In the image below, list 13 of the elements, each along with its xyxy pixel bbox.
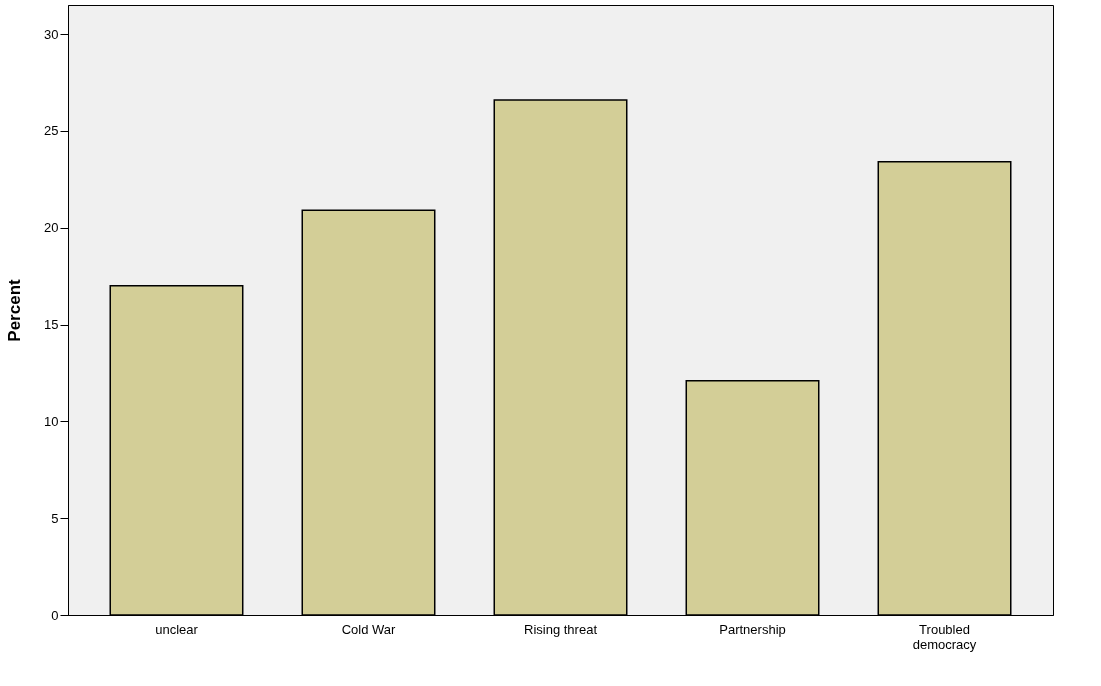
x-tick-label: Partnership	[719, 621, 786, 637]
y-tick-label: 0	[51, 607, 59, 623]
y-tick-label: 10	[44, 413, 59, 429]
x-tick-label: Cold War	[341, 621, 397, 637]
y-tick-label: 25	[44, 123, 59, 139]
x-tick-label: Troubled democracy	[912, 621, 977, 652]
y-tick-label: 15	[44, 317, 59, 333]
y-tick-label: 20	[44, 220, 59, 236]
y-axis-title: Percent	[5, 278, 25, 342]
y-tick-label: 5	[51, 510, 59, 526]
y-tick-label: 30	[44, 26, 59, 42]
x-tick-label: Rising threat	[524, 621, 598, 637]
x-tick-label: unclear	[155, 621, 199, 637]
